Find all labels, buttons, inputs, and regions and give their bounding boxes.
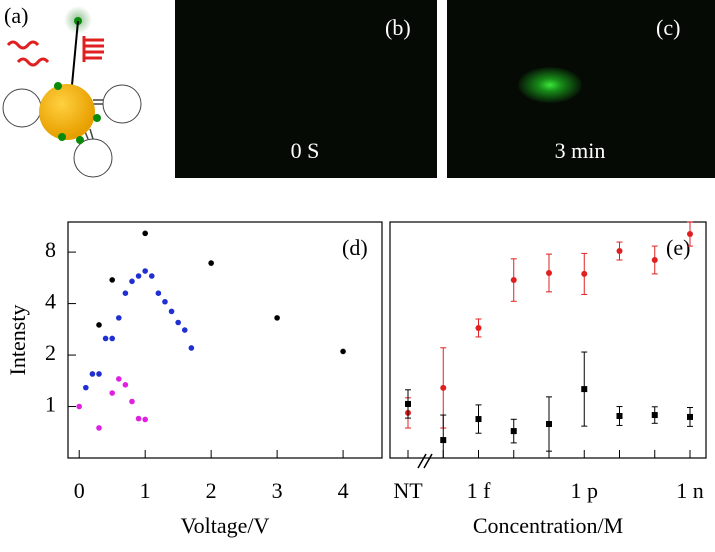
- point: [510, 428, 517, 435]
- point: [581, 270, 588, 277]
- point: [687, 413, 693, 420]
- x-tick-label: NT: [393, 478, 423, 503]
- x-tick-label: 1 n: [676, 478, 704, 503]
- y-tick-label: 1: [45, 392, 56, 417]
- point: [83, 384, 89, 391]
- x-tick-label: 0: [74, 478, 85, 503]
- point: [135, 415, 142, 422]
- point: [129, 398, 135, 405]
- y-axis-title: Intensty: [5, 305, 30, 376]
- point: [651, 256, 658, 263]
- point: [89, 371, 96, 377]
- x-tick-label: 1: [140, 478, 151, 503]
- x-tick-label: 2: [206, 478, 217, 503]
- panel-label: (c): [656, 15, 680, 40]
- point: [129, 278, 135, 285]
- point: [274, 315, 280, 321]
- plot-frame: [389, 221, 707, 459]
- point: [102, 335, 109, 342]
- point: [148, 273, 155, 279]
- point: [616, 412, 623, 419]
- point: [109, 277, 115, 283]
- point: [687, 231, 693, 238]
- x-tick-label: 3: [272, 478, 283, 503]
- x-axis-title: Voltage/V: [181, 513, 270, 538]
- point: [440, 437, 447, 444]
- point: [155, 290, 162, 297]
- image-b: [175, 0, 437, 178]
- caption: 0 S: [291, 138, 320, 163]
- y-tick-label: 2: [45, 340, 56, 365]
- point: [109, 335, 115, 342]
- point: [340, 348, 346, 355]
- x-axis-title: Concentration/M: [473, 513, 623, 538]
- point: [475, 324, 482, 331]
- point: [142, 268, 148, 274]
- point: [96, 425, 102, 431]
- point: [122, 381, 129, 388]
- x-tick-label: 4: [338, 478, 349, 503]
- x-tick-label: 1 p: [571, 478, 599, 503]
- y-tick-label: 4: [45, 289, 56, 314]
- panel-label: (b): [385, 15, 411, 40]
- point: [181, 327, 188, 333]
- point: [142, 230, 148, 237]
- y-tick-label: 8: [45, 237, 56, 262]
- fluorescence-spot: [518, 67, 582, 103]
- schematic: [2, 6, 142, 178]
- plot-frame: [67, 221, 383, 459]
- point: [115, 376, 122, 382]
- point: [96, 371, 102, 377]
- point: [651, 412, 658, 419]
- point: [208, 260, 214, 266]
- point: [616, 248, 623, 255]
- point: [162, 298, 168, 305]
- panel-label: (a): [4, 3, 28, 28]
- point: [76, 403, 83, 410]
- point: [510, 277, 517, 284]
- point: [546, 269, 552, 276]
- point: [135, 273, 142, 279]
- point: [546, 421, 552, 428]
- panel-label: (e): [666, 235, 690, 260]
- point: [168, 308, 175, 315]
- point: [188, 345, 195, 351]
- axis-break: [417, 453, 433, 469]
- point: [175, 319, 181, 326]
- point: [122, 290, 129, 297]
- caption: 3 min: [555, 138, 606, 163]
- point: [115, 315, 122, 321]
- point: [475, 416, 482, 423]
- point: [142, 416, 148, 423]
- point: [109, 390, 115, 396]
- point: [96, 322, 102, 328]
- point: [581, 386, 588, 393]
- point: [405, 400, 411, 407]
- panel-label: (d): [342, 235, 368, 260]
- point: [440, 384, 447, 391]
- x-tick-label: 1 f: [467, 478, 492, 503]
